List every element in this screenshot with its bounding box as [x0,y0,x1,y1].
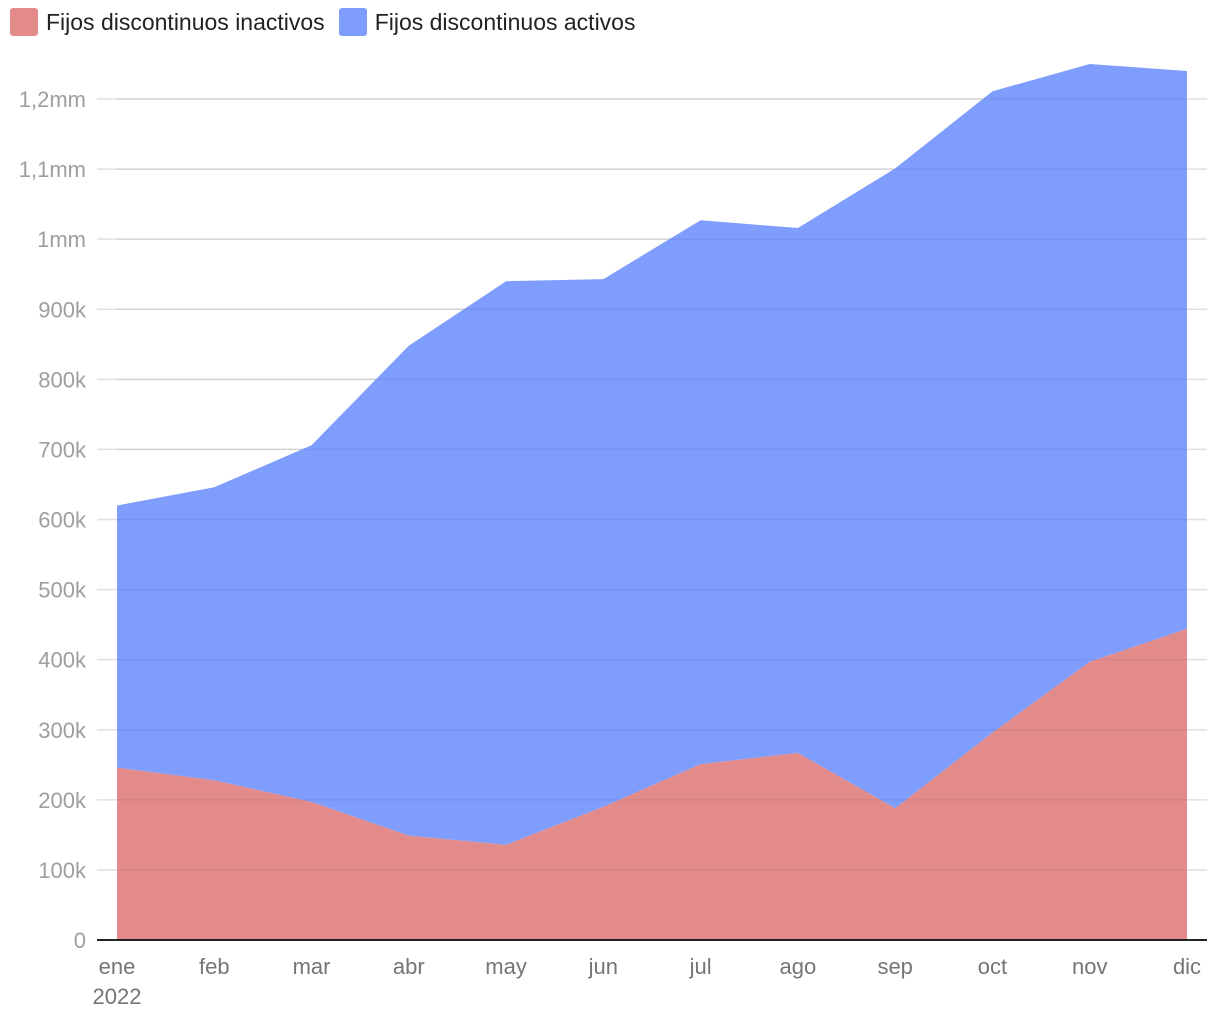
legend-item-inactivos[interactable]: Fijos discontinuos inactivos [10,8,325,36]
y-tick-label: 100k [38,858,87,883]
y-tick-label: 0 [74,928,86,953]
y-tick-label: 1,2mm [19,87,86,112]
legend-label-activos: Fijos discontinuos activos [374,8,636,35]
x-tick-label: mar [293,954,331,979]
legend-item-activos[interactable]: Fijos discontinuos activos [338,8,636,36]
y-tick-label: 600k [38,508,87,533]
x-tick-label: nov [1072,954,1107,979]
y-tick-label: 300k [38,718,87,743]
x-tick-label: ago [780,954,817,979]
axes: 0 100k 200k 300k 400k 500k 600k 700k 800k 900k 1mm… [19,87,1207,1009]
y-tick-label: 400k [38,648,87,673]
legend-label-inactivos: Fijos discontinuos inactivos [46,8,325,35]
chart-legend: Fijos discontinuos inactivos Fijos disco… [10,8,635,36]
y-tick-label: 700k [38,437,87,462]
x-tick-label: ene [99,954,136,979]
x-tick-label: abr [393,954,425,979]
x-tick-label: jun [588,954,618,979]
area-series [117,64,1187,940]
x-tick-label: dic [1173,954,1201,979]
x-tick-label: feb [199,954,230,979]
y-tick-label: 200k [38,788,87,813]
y-tick-label: 800k [38,367,87,392]
y-tick-label: 1mm [37,227,86,252]
y-tick-label: 900k [38,297,87,322]
x-tick-label: may [485,954,527,979]
area-series-activos[interactable] [117,64,1187,845]
legend-swatch-inactivos [10,8,38,36]
x-year-label: 2022 [93,984,142,1009]
legend-swatch-activos [338,8,367,36]
y-tick-label: 500k [38,578,87,603]
x-tick-label: jul [689,954,712,979]
area-series-inactivos[interactable] [117,628,1187,940]
x-tick-label: oct [978,954,1007,979]
y-tick-label: 1,1mm [19,157,86,182]
x-tick-label: sep [877,954,912,979]
